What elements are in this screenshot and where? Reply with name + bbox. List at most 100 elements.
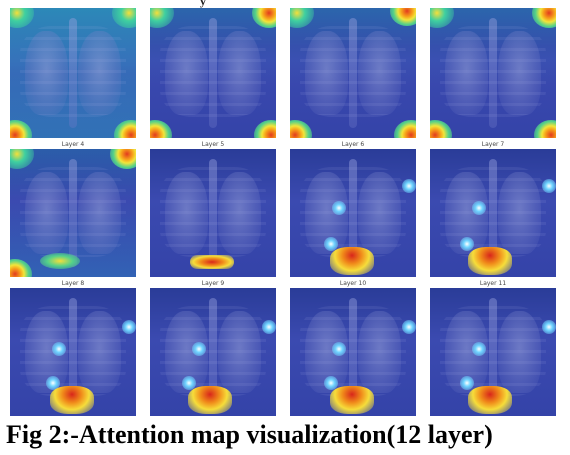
attention-panel-layer-8	[10, 288, 136, 416]
right-lung	[498, 311, 541, 393]
ribs	[20, 305, 126, 396]
attention-panel-layer-5	[150, 149, 276, 277]
cropped-title-fragment: y	[200, 0, 206, 8]
point-hotspot	[460, 237, 474, 251]
ribs	[440, 26, 546, 118]
spine	[489, 298, 497, 406]
lower-hotspot	[40, 253, 80, 269]
corner-hotspot	[150, 120, 172, 138]
right-lung	[218, 172, 261, 254]
corner-hotspot	[534, 120, 556, 138]
spine	[209, 18, 217, 128]
bottom-hotspot	[330, 386, 374, 414]
corner-hotspot	[10, 259, 32, 277]
spine	[349, 18, 357, 128]
attention-panel-2	[150, 8, 276, 138]
ribs	[300, 166, 406, 257]
spine	[69, 18, 77, 128]
panel-label: Layer 10	[339, 280, 367, 287]
right-lung	[78, 311, 121, 393]
right-lung	[358, 311, 401, 393]
spine	[349, 298, 357, 406]
bottom-hotspot	[50, 386, 94, 414]
attention-map-grid: Layer 4 Layer 5 Layer 6 Layer 7	[10, 8, 556, 416]
point-hotspot	[332, 201, 346, 215]
left-lung	[165, 31, 208, 115]
spine	[349, 159, 357, 267]
point-hotspot	[262, 320, 276, 334]
attention-panel-layer-4	[10, 149, 136, 277]
attention-panel-1	[10, 8, 136, 138]
ribs	[440, 305, 546, 396]
ribs	[20, 166, 126, 257]
corner-hotspot	[394, 120, 416, 138]
right-lung	[78, 172, 121, 254]
bottom-hotspot	[190, 255, 234, 269]
bottom-hotspot	[468, 386, 512, 414]
ribs	[160, 26, 266, 118]
point-hotspot	[52, 342, 66, 356]
corner-hotspot	[430, 120, 452, 138]
attention-panel-layer-7	[430, 149, 556, 277]
panel-label: Layer 4	[61, 141, 85, 148]
right-lung	[78, 31, 121, 115]
corner-hotspot	[10, 8, 34, 28]
corner-hotspot	[112, 8, 136, 28]
attention-panel-layer-11	[430, 288, 556, 416]
attention-panel-3	[290, 8, 416, 138]
panel-label: Layer 8	[61, 280, 85, 287]
spine	[209, 159, 217, 267]
right-lung	[498, 172, 541, 254]
panel-label: Layer 5	[201, 141, 225, 148]
corner-hotspot	[254, 120, 276, 138]
left-lung	[25, 31, 68, 115]
corner-hotspot	[110, 149, 136, 169]
attention-panel-layer-10	[290, 288, 416, 416]
spine	[209, 298, 217, 406]
corner-hotspot	[150, 8, 174, 28]
left-lung	[305, 31, 348, 115]
point-hotspot	[122, 320, 136, 334]
panel-label: Layer 9	[201, 280, 225, 287]
ribs	[20, 26, 126, 118]
point-hotspot	[472, 342, 486, 356]
corner-hotspot	[290, 120, 312, 138]
attention-panel-layer-6	[290, 149, 416, 277]
ribs	[440, 166, 546, 257]
corner-hotspot	[430, 8, 454, 28]
point-hotspot	[402, 320, 416, 334]
corner-hotspot	[114, 120, 136, 138]
attention-panel-4	[430, 8, 556, 138]
point-hotspot	[472, 201, 486, 215]
ribs	[160, 166, 266, 257]
corner-hotspot	[390, 8, 416, 26]
spine	[489, 159, 497, 267]
corner-hotspot	[252, 8, 276, 28]
left-lung	[165, 172, 208, 254]
bottom-hotspot	[188, 386, 232, 414]
ribs	[160, 305, 266, 396]
corner-hotspot	[10, 149, 34, 169]
point-hotspot	[460, 376, 474, 390]
figure-caption: Fig 2:-Attention map visualization(12 la…	[6, 420, 493, 449]
right-lung	[358, 172, 401, 254]
spine	[69, 159, 77, 267]
right-lung	[358, 31, 401, 115]
corner-hotspot	[10, 120, 32, 138]
point-hotspot	[46, 376, 60, 390]
panel-label: Layer 11	[479, 280, 507, 287]
point-hotspot	[542, 320, 556, 334]
panel-label: Layer 6	[341, 141, 365, 148]
bottom-hotspot	[330, 247, 374, 275]
point-hotspot	[402, 179, 416, 193]
bottom-hotspot	[468, 247, 512, 275]
left-lung	[445, 31, 488, 115]
corner-hotspot	[290, 8, 314, 28]
spine	[489, 18, 497, 128]
right-lung	[218, 31, 261, 115]
panel-label: Layer 7	[481, 141, 505, 148]
attention-panel-layer-9	[150, 288, 276, 416]
point-hotspot	[324, 376, 338, 390]
spine	[69, 298, 77, 406]
right-lung	[218, 311, 261, 393]
